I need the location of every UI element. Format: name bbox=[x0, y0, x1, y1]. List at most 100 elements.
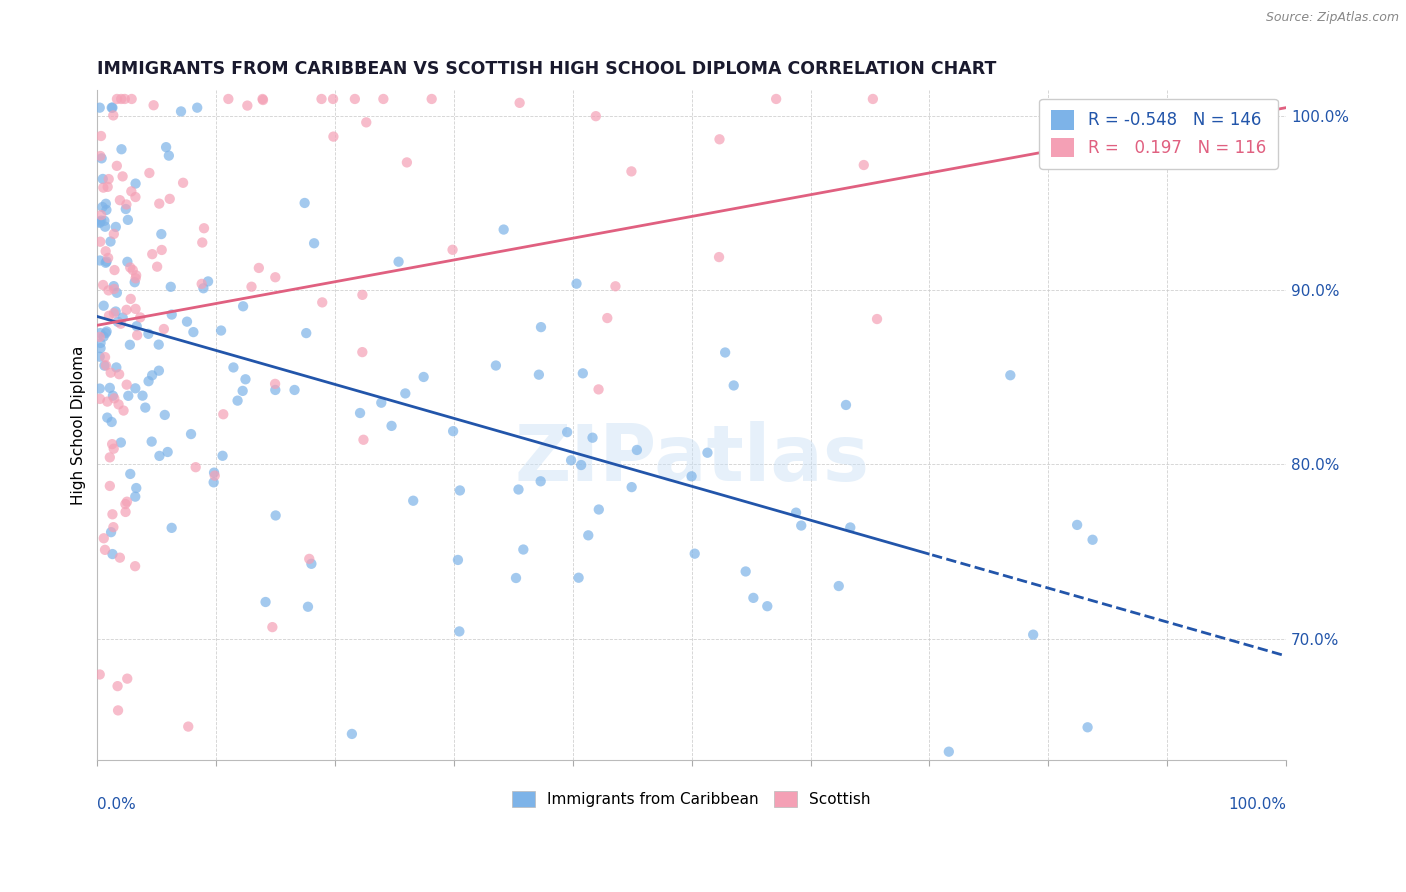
Point bbox=[94, 326, 117, 340]
Point bbox=[420, 92, 443, 106]
Point bbox=[605, 279, 627, 293]
Point bbox=[96, 394, 118, 409]
Point bbox=[148, 449, 170, 463]
Point bbox=[297, 599, 319, 614]
Point bbox=[159, 192, 181, 206]
Point bbox=[572, 367, 595, 381]
Point bbox=[108, 550, 131, 565]
Point bbox=[180, 427, 202, 442]
Point bbox=[110, 435, 132, 450]
Point bbox=[124, 177, 146, 191]
Point bbox=[89, 253, 111, 268]
Point bbox=[120, 292, 142, 306]
Point bbox=[441, 424, 464, 438]
Point bbox=[204, 468, 226, 483]
Point bbox=[183, 325, 205, 339]
Point bbox=[866, 312, 889, 326]
Point bbox=[103, 227, 125, 241]
Point bbox=[94, 219, 117, 234]
Point bbox=[100, 101, 122, 115]
Point bbox=[103, 520, 125, 534]
Point bbox=[449, 483, 471, 498]
Point bbox=[97, 284, 120, 298]
Point bbox=[100, 366, 122, 380]
Point bbox=[96, 410, 118, 425]
Point bbox=[129, 310, 152, 325]
Point bbox=[373, 92, 395, 106]
Point bbox=[120, 467, 142, 481]
Point bbox=[295, 326, 318, 340]
Point bbox=[530, 475, 553, 489]
Point bbox=[447, 553, 470, 567]
Point bbox=[512, 542, 534, 557]
Point bbox=[262, 620, 284, 634]
Point bbox=[96, 325, 118, 339]
Point bbox=[150, 243, 173, 257]
Point bbox=[596, 311, 619, 326]
Point bbox=[114, 202, 136, 216]
Point bbox=[138, 166, 160, 180]
Point bbox=[94, 196, 117, 211]
Point bbox=[114, 497, 136, 511]
Point bbox=[157, 148, 180, 162]
Point bbox=[264, 508, 287, 523]
Point bbox=[311, 295, 333, 310]
Point bbox=[441, 243, 464, 257]
Point bbox=[785, 506, 807, 520]
Point bbox=[191, 235, 214, 250]
Point bbox=[134, 401, 156, 415]
Text: ZIPatlas: ZIPatlas bbox=[515, 421, 869, 497]
Point bbox=[91, 172, 114, 186]
Point bbox=[1081, 533, 1104, 547]
Point bbox=[101, 547, 124, 561]
Point bbox=[862, 92, 884, 106]
Point bbox=[115, 377, 138, 392]
Point bbox=[765, 92, 787, 106]
Point bbox=[343, 92, 366, 106]
Point bbox=[449, 624, 471, 639]
Point bbox=[110, 317, 132, 331]
Point bbox=[264, 270, 287, 285]
Point bbox=[264, 376, 287, 391]
Point bbox=[100, 525, 122, 540]
Point bbox=[107, 315, 129, 329]
Point bbox=[742, 591, 765, 605]
Point bbox=[103, 392, 125, 406]
Point bbox=[232, 384, 254, 398]
Point bbox=[125, 481, 148, 495]
Point bbox=[235, 372, 257, 386]
Point bbox=[835, 398, 858, 412]
Point bbox=[252, 93, 274, 107]
Point bbox=[588, 383, 610, 397]
Point bbox=[696, 446, 718, 460]
Point bbox=[176, 315, 198, 329]
Point bbox=[89, 149, 111, 163]
Point bbox=[734, 565, 756, 579]
Point bbox=[302, 236, 325, 251]
Point bbox=[118, 338, 141, 352]
Point bbox=[112, 403, 135, 417]
Point bbox=[217, 92, 239, 106]
Point bbox=[412, 370, 434, 384]
Legend: Immigrants from Caribbean, Scottish: Immigrants from Caribbean, Scottish bbox=[506, 785, 877, 813]
Point bbox=[103, 442, 125, 456]
Point bbox=[790, 518, 813, 533]
Point bbox=[124, 275, 146, 289]
Point bbox=[93, 531, 115, 545]
Point bbox=[197, 274, 219, 288]
Point bbox=[141, 434, 163, 449]
Point bbox=[146, 260, 169, 274]
Point bbox=[354, 115, 377, 129]
Point bbox=[852, 158, 875, 172]
Point bbox=[90, 208, 112, 222]
Point bbox=[620, 480, 643, 494]
Point bbox=[98, 450, 121, 465]
Point bbox=[576, 528, 599, 542]
Point bbox=[90, 335, 112, 350]
Point bbox=[568, 571, 591, 585]
Point bbox=[115, 494, 138, 508]
Point bbox=[311, 92, 333, 106]
Point bbox=[124, 271, 146, 285]
Point bbox=[232, 299, 254, 313]
Point bbox=[186, 101, 208, 115]
